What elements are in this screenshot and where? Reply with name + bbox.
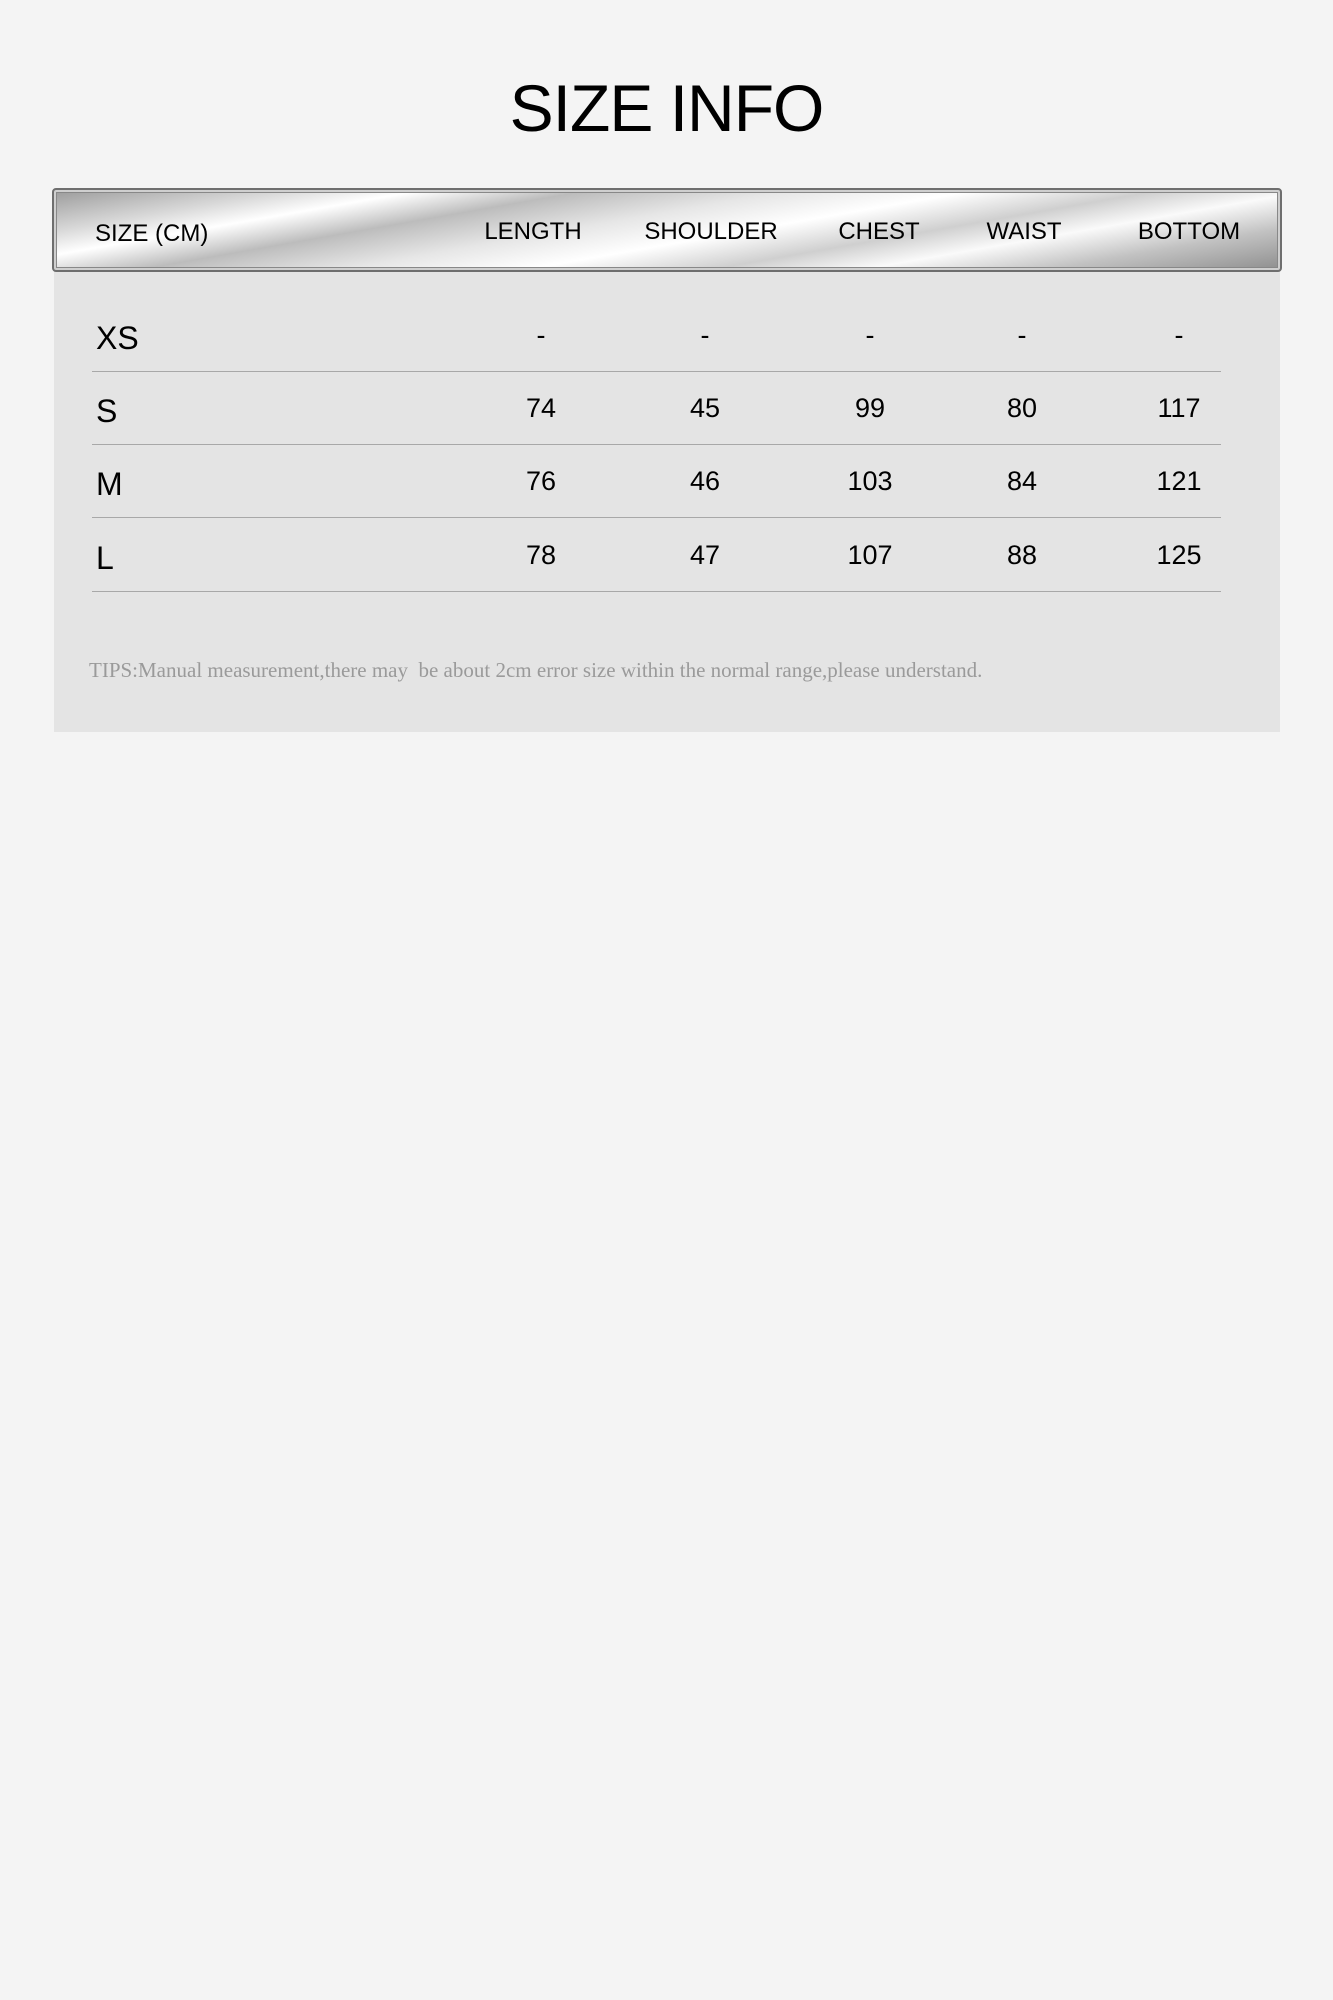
size-label: S <box>96 393 118 429</box>
measurement-cell: 117 <box>1157 393 1201 423</box>
size-label: M <box>96 466 123 502</box>
table-row: M 76 46 103 84 121 <box>92 444 1221 518</box>
tips-note: TIPS:Manual measurement,there may be abo… <box>89 658 983 682</box>
header-shoulder: SHOULDER <box>644 218 778 245</box>
measurement-cell: - <box>700 320 710 350</box>
table-row: XS - - - - - <box>92 298 1221 372</box>
measurement-cell: 125 <box>1156 540 1202 570</box>
header-waist: WAIST <box>986 218 1062 245</box>
header-size: SIZE (CM) <box>95 220 209 247</box>
measurement-cell: 45 <box>689 393 721 423</box>
measurement-cell: 103 <box>847 466 893 496</box>
measurement-cell: 78 <box>525 540 557 570</box>
measurement-cell: 121 <box>1156 466 1202 496</box>
measurement-cell: 84 <box>1006 466 1038 496</box>
header-chest: CHEST <box>838 218 920 245</box>
table-header: SIZE (CM) LENGTH SHOULDER CHEST WAIST BO… <box>52 188 1282 272</box>
measurement-cell: 80 <box>1006 393 1038 423</box>
measurement-cell: 107 <box>847 540 893 570</box>
measurement-cell: - <box>1174 320 1184 350</box>
size-label: XS <box>96 320 139 356</box>
measurement-cell: 74 <box>525 393 557 423</box>
measurement-cell: 46 <box>689 466 721 496</box>
page-title: SIZE INFO <box>509 71 825 145</box>
measurement-cell: - <box>536 320 546 350</box>
measurement-cell: - <box>1017 320 1027 350</box>
size-label: L <box>96 540 114 576</box>
header-bottom: BOTTOM <box>1137 218 1241 245</box>
header-length: LENGTH <box>484 218 582 245</box>
table-row: L 78 47 107 88 125 <box>92 518 1221 592</box>
measurement-cell: 76 <box>525 466 557 496</box>
measurement-cell: 47 <box>689 540 721 570</box>
measurement-cell: 88 <box>1006 540 1038 570</box>
size-table-panel <box>54 271 1280 732</box>
measurement-cell: - <box>865 320 875 350</box>
measurement-cell: 99 <box>854 393 886 423</box>
table-row: S 74 45 99 80 117 <box>92 371 1221 445</box>
